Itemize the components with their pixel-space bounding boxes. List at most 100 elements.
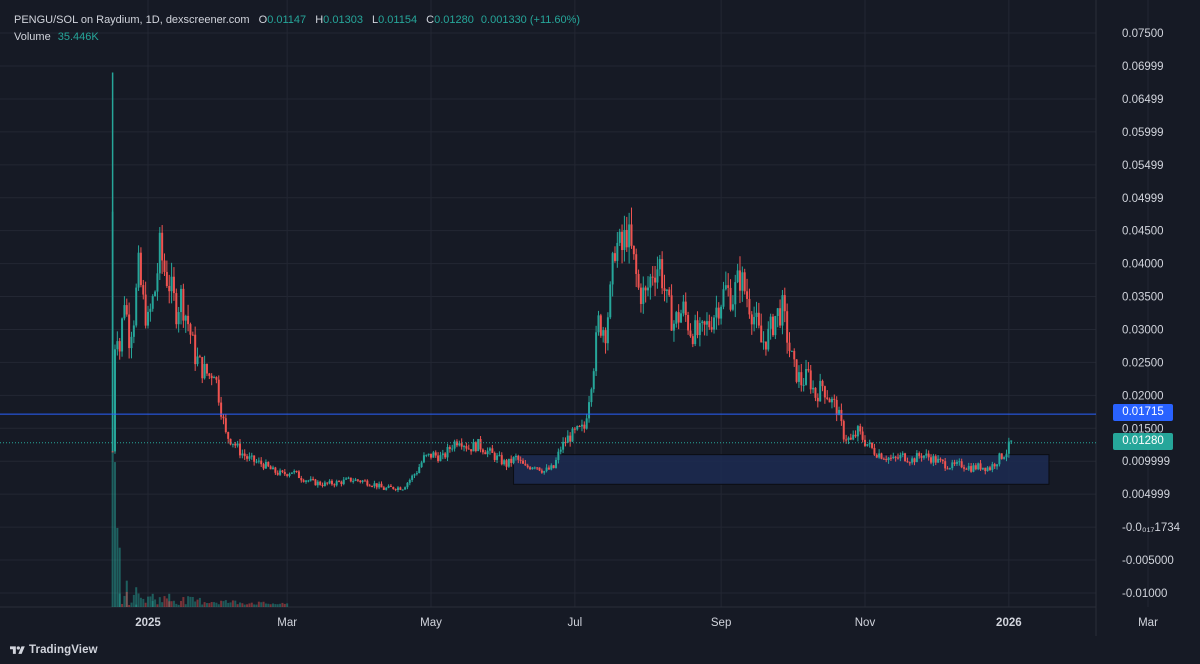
candle-body [760,325,763,343]
x-axis: 2025 Mar May Jul Sep Nov 2026 Mar [135,617,1158,629]
candle-body [531,467,534,470]
candle-body [637,273,640,288]
candle-body [913,458,916,463]
candle-body [618,231,621,243]
candle-body [736,270,739,283]
candle-body [906,461,909,463]
candle-body [533,467,536,469]
candle-body [465,446,468,449]
candle-body [974,465,977,470]
y-tick-label: 0.009999 [1122,456,1170,468]
candle-body [519,459,522,461]
y-tick-label: 0.02500 [1122,357,1164,369]
candle-body [746,291,749,299]
tradingview-logo[interactable]: TradingView [10,643,98,657]
last-price-tag: 0.01280 [1113,433,1173,450]
line-layer [0,413,1096,444]
candle-body [210,375,213,379]
level-line-price-tag: 0.01715 [1113,404,1173,421]
volume-bar [257,601,260,607]
candle-body [988,467,991,470]
volume-bar [132,594,135,607]
candle-body [628,224,631,248]
candle-body [821,380,824,387]
chart-legend: PENGU/SOL on Raydium, 1D, dexscreener.co… [14,13,580,45]
y-tick-label: 0.06499 [1122,94,1164,106]
candle-body [191,334,194,336]
candle-body [609,284,612,318]
candle-body [894,456,897,458]
candle-body [154,291,157,297]
volume-bar [147,596,149,607]
candle-body [569,435,572,442]
candle-body [944,461,947,469]
candle-body [1007,441,1010,454]
candle-body [689,330,692,337]
candle-body [668,289,671,296]
candle-body [137,252,140,288]
candle-body [496,455,499,460]
x-tick-label: Sep [711,617,731,629]
candle-body [111,451,114,453]
candle-body [323,482,326,486]
volume-bar [118,547,121,607]
candle-body [408,479,411,483]
candle-body [182,288,185,321]
candle-body [599,315,602,336]
volume-bar [125,580,128,607]
candle-body [234,443,237,446]
candle-body [363,480,366,482]
volume-bar [182,597,185,607]
candle-body [800,372,803,386]
volume-label: Volume [14,31,51,43]
candle-body [123,305,126,319]
candle-body [356,479,359,481]
volume-bar [203,602,206,607]
volume-bar [217,604,220,607]
x-tick-label: Mar [1138,617,1158,629]
volume-bar [191,596,194,607]
candle-body [922,455,925,458]
candle-body [1000,453,1003,459]
y-tick-label: 0.05999 [1122,127,1164,139]
candle-body [486,450,489,455]
candle-body [347,477,350,479]
candle-body [788,342,791,352]
volume-bar [158,597,161,607]
candle-body [144,294,147,326]
y-tick-label: 0.01500 [1122,423,1164,435]
candle-body [708,321,711,328]
candle-body [955,461,958,464]
candle-body [231,443,234,445]
candle-body [986,467,989,472]
candle-body [753,316,756,325]
candle-body [222,416,225,419]
candle-body [411,475,414,480]
price-chart[interactable]: 0.07500 0.06999 0.06499 0.05999 0.05499 0.049… [0,0,1200,636]
candle-body [257,460,260,462]
candle-body [889,457,892,459]
candle-body [958,461,961,463]
volume-bar [154,599,157,607]
candle-body [187,315,190,325]
candle-body [564,441,567,443]
candle-body [828,399,831,403]
volume-bar [135,587,138,607]
candle-body [590,389,593,403]
candle-body [430,453,433,458]
y-tick-label: 0.004999 [1122,489,1170,501]
candle-body [547,467,550,470]
candle-body [555,459,558,468]
candle-body [835,399,838,416]
candle-body [1003,457,1006,459]
candle-body [132,325,135,337]
candle-body [880,453,883,459]
candle-body [139,252,142,286]
candle-body [165,271,168,286]
candle-body [474,442,477,452]
candle-body [849,437,852,440]
candle-body [656,269,659,283]
candle-body [371,486,374,488]
candle-body [253,455,256,462]
